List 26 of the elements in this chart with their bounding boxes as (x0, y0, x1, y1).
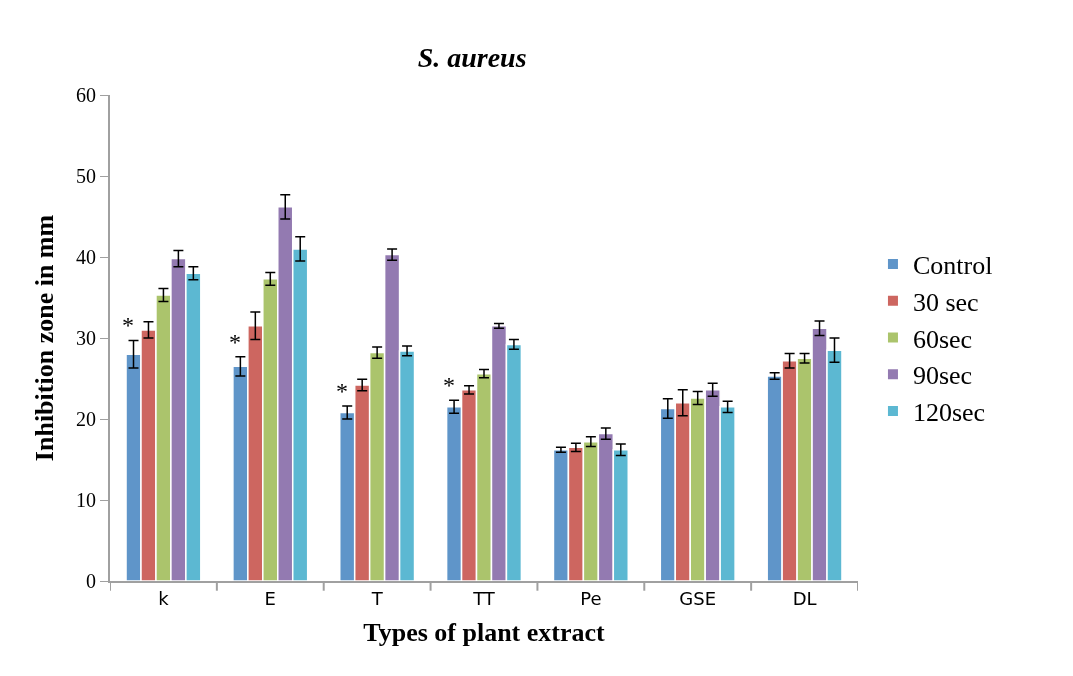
x-axis-title: Types of plant extract (363, 617, 606, 647)
annotation: * (443, 372, 455, 398)
y-tick-label: 0 (86, 570, 96, 592)
chart-title: S. aureus (417, 41, 527, 73)
x-tick-label: TT (472, 587, 496, 609)
y-tick-label: 50 (76, 165, 96, 187)
x-tick-label: k (158, 587, 170, 609)
x-tick-label: GSE (679, 587, 717, 609)
y-tick-label: 30 (76, 327, 96, 349)
y-tick-label: 60 (76, 84, 96, 106)
y-tick-label: 40 (76, 246, 96, 268)
annotation: * (122, 312, 134, 338)
y-axis-title: Inhibition zone in mm (29, 214, 59, 462)
x-tick-label: E (264, 587, 276, 609)
legend-label: 60sec (912, 324, 973, 354)
legend-label: 120sec (912, 398, 986, 428)
x-tick-label: Pe (580, 587, 602, 609)
legend-label: Control (912, 251, 993, 281)
x-tick-label: DL (792, 587, 817, 609)
annotation: * (229, 329, 241, 355)
annotation: * (336, 378, 348, 404)
legend-label: 30 sec (912, 287, 979, 317)
legend-label: 90sec (912, 361, 973, 391)
y-tick-label: 10 (76, 489, 96, 511)
y-tick-label: 20 (76, 408, 96, 430)
x-tick-label: T (370, 587, 384, 609)
